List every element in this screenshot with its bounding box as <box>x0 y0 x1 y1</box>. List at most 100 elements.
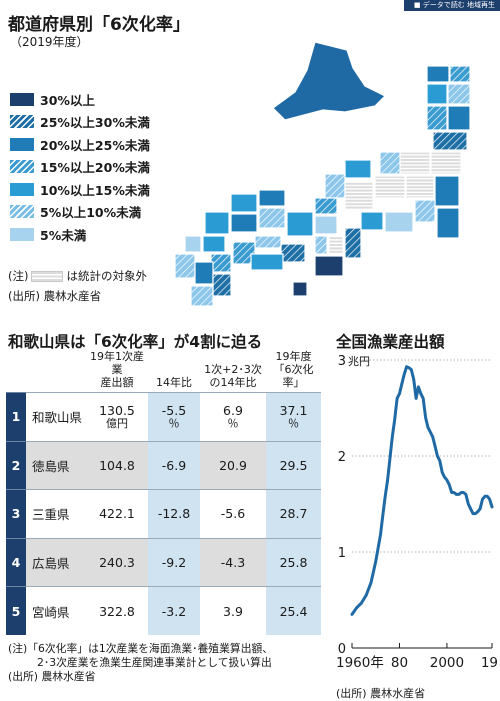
ehime-shape <box>232 241 256 265</box>
output-cell: 422.1 <box>86 489 148 538</box>
change-cell: -3.2 <box>148 586 200 635</box>
header-rate: 19年度 「6次化率」 <box>266 350 321 393</box>
output-cell: 130.5 億円 <box>86 392 148 441</box>
osaka-shape <box>314 235 328 255</box>
change-unit: ％ <box>168 416 180 430</box>
table-row: 4 広島県 240.3 -9.2 -4.3 25.8 <box>6 537 321 587</box>
change-cell: -5.5 ％ <box>148 392 200 441</box>
total-change-unit: ％ <box>227 416 239 430</box>
legend-item: 30%以上 <box>10 88 150 111</box>
island-shape <box>292 281 308 297</box>
kagawa-shape <box>254 235 282 249</box>
rate-cell: 25.4 <box>266 586 321 635</box>
legend-swatch <box>10 137 34 151</box>
hiroshima-shape <box>230 213 258 233</box>
gifu-shape <box>344 181 374 211</box>
legend-label: 5%未満 <box>40 227 87 243</box>
map-note-prefix: (注) <box>8 269 29 283</box>
legend-item: 5%以上10%未満 <box>10 201 150 224</box>
ishikawa-shape <box>324 173 346 199</box>
rate-cell: 25.8 <box>266 537 321 587</box>
yamaguchi-shape <box>204 211 230 235</box>
kyoto-shape <box>314 215 338 235</box>
hyogo-shape <box>286 211 314 237</box>
x-tick-label: 2000 <box>430 655 464 671</box>
tottori-shape <box>258 189 286 207</box>
iwate-shape <box>447 83 471 105</box>
total-change-cell: 3.9 <box>200 586 266 635</box>
table-row: 5 宮崎県 322.8 -3.2 3.9 25.4 <box>6 586 321 635</box>
tokushima-shape <box>280 243 306 263</box>
map-title: 都道府県別「6次化率」 <box>8 15 190 35</box>
legend-swatch <box>10 160 34 174</box>
legend-swatch <box>10 227 34 241</box>
header-rate-l2: 「6次化率」 <box>273 363 314 389</box>
legend-swatch <box>10 115 34 129</box>
table-note: (注)「6次化率」は1次産業を海面漁業･養殖業算出額、 2･3次産業を漁業生産関… <box>8 642 273 684</box>
inland-block-1 <box>399 151 431 175</box>
aichi-shape <box>360 211 384 231</box>
mie-shape <box>344 227 362 259</box>
legend-item: 10%以上15%未満 <box>10 178 150 201</box>
table-row: 2 徳島県 104.8 -6.9 20.9 29.5 <box>6 440 321 490</box>
table-source: (出所) 農林水産省 <box>8 670 96 683</box>
toyama-shape <box>344 159 372 179</box>
rank-cell: 3 <box>6 489 26 538</box>
x-tick-label: 80 <box>391 655 408 671</box>
inland-block-2 <box>430 151 462 175</box>
rank-cell: 1 <box>6 392 26 441</box>
japan-prefecture-map <box>175 41 471 307</box>
pref-cell: 宮崎県 <box>26 586 86 635</box>
total-change-value: 6.9 <box>223 402 243 418</box>
miyazaki-shape <box>212 273 232 297</box>
table-row: 3 三重県 422.1 -12.8 -5.6 28.7 <box>6 489 321 538</box>
pref-cell: 三重県 <box>26 489 86 538</box>
change-value: -5.5 <box>161 402 187 418</box>
legend-label: 15%以上20%未満 <box>40 160 150 176</box>
rank-cell: 4 <box>6 537 26 587</box>
rate-value: 37.1 <box>279 402 308 418</box>
rate-cell: 37.1 ％ <box>266 392 321 441</box>
rank-cell: 5 <box>6 586 26 635</box>
legend-item: 25%以上30%未満 <box>10 111 150 134</box>
niigata-shape <box>379 151 401 175</box>
inland-block-3 <box>374 175 406 199</box>
section-tag: ■ データで読む 地域再生 <box>403 0 500 11</box>
total-change-cell: -4.3 <box>200 537 266 587</box>
output-cell: 240.3 <box>86 537 148 587</box>
kumamoto-shape <box>194 261 214 285</box>
table-note-line1: (注)「6次化率」は1次産業を海面漁業･養殖業算出額、 <box>8 642 274 655</box>
y-unit-label: 兆円 <box>348 355 370 368</box>
hokkaido-shape <box>272 41 387 121</box>
rate-cell: 28.7 <box>266 489 321 538</box>
shimane-shape <box>230 193 258 213</box>
out-of-scope-swatch <box>31 270 64 282</box>
y-tick-label: 0 <box>338 642 346 657</box>
aomori-shape <box>426 65 450 83</box>
change-cell: -12.8 <box>148 489 200 538</box>
legend-label: 5%以上10%未満 <box>40 205 142 221</box>
legend-label: 10%以上15%未満 <box>40 182 150 198</box>
aomori-east-shape <box>449 65 471 83</box>
oita-shape <box>210 253 232 273</box>
header-output-l2: 産出額 <box>100 376 134 389</box>
legend-swatch <box>10 205 34 219</box>
pref-cell: 広島県 <box>26 537 86 587</box>
y-tick-label: 1 <box>338 546 346 561</box>
change-cell: -6.9 <box>148 440 200 490</box>
rank-cell: 2 <box>6 440 26 490</box>
kochi-shape <box>250 253 284 271</box>
header-change: 14年比 <box>156 376 192 389</box>
table-header-row: 19年1次産業 産出額 14年比 1次+2･3次 の14年比 19年度 「6次化率」 <box>6 350 321 393</box>
pref-cell: 和歌山県 <box>26 392 86 441</box>
nara-shape <box>328 235 344 255</box>
ibaraki-shape <box>434 175 460 207</box>
ranking-table: 19年1次産業 産出額 14年比 1次+2･3次 の14年比 19年度 「6次化率」 … <box>6 350 321 635</box>
inland-block-4 <box>405 175 435 199</box>
chiba-shape <box>436 207 460 239</box>
table-title: 和歌山県は「6次化率」が4割に迫る <box>8 333 263 351</box>
chart-title: 全国漁業産出額 <box>336 333 445 351</box>
legend-item: 5%未満 <box>10 223 150 246</box>
table-note-line2: 2･3次産業を漁業生産関連事業計として扱い算出 <box>37 656 272 669</box>
header-output-l1: 19年1次産業 <box>90 350 144 376</box>
